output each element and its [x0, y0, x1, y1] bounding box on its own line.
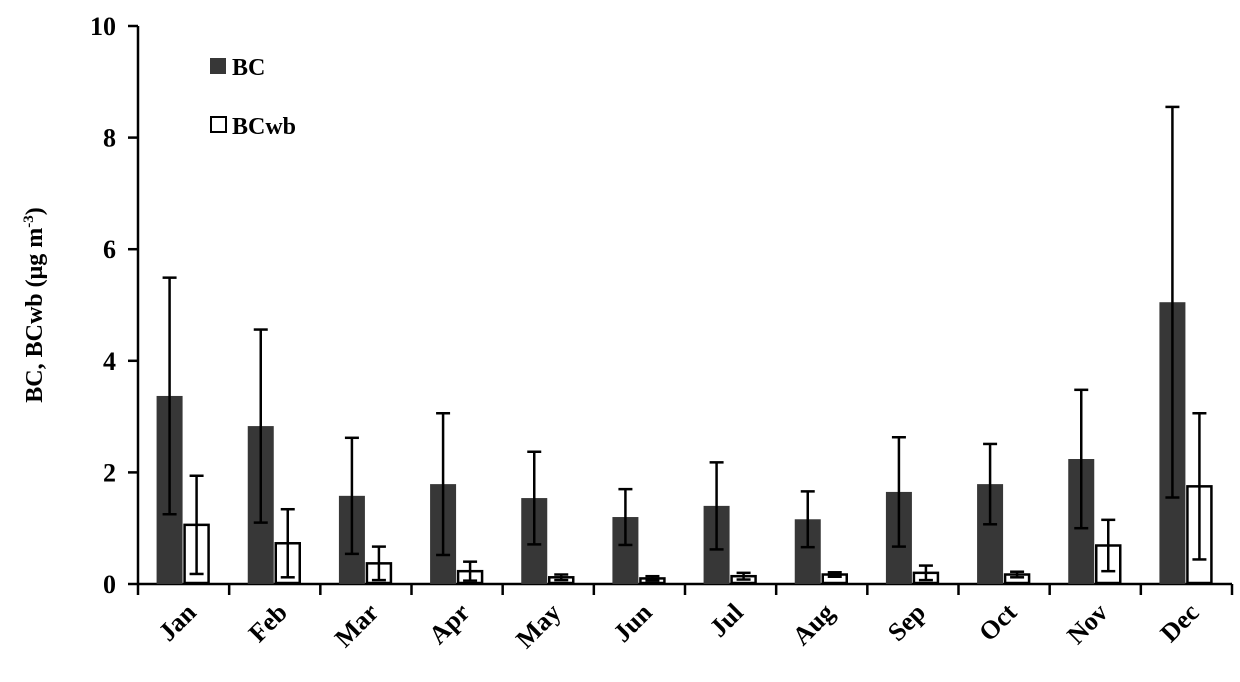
legend: BC BCwb — [210, 55, 296, 140]
y-tick-label: 6 — [103, 235, 116, 264]
y-axis-label-main: BC, BCwb (μg m — [22, 228, 48, 403]
legend-swatch-bcwb — [210, 116, 227, 133]
x-tick-label: Apr — [423, 598, 475, 650]
x-tick-label: Oct — [973, 597, 1022, 646]
y-tick-label: 0 — [103, 570, 116, 599]
y-axis-label-close: ) — [22, 207, 48, 215]
x-tick-label: Mar — [329, 598, 384, 653]
axes — [128, 24, 1234, 595]
y-tick-label: 8 — [103, 124, 116, 153]
legend-label-bcwb: BCwb — [232, 114, 296, 140]
x-tick-label: Dec — [1155, 598, 1205, 648]
x-tick-label: Feb — [243, 598, 293, 648]
x-tick-label: May — [510, 598, 566, 654]
y-axis-label: BC, BCwb (μg m-3) — [21, 207, 48, 402]
x-tick-label: Jul — [704, 598, 749, 643]
x-tick-label: Sep — [882, 598, 931, 647]
x-tick-label: Nov — [1061, 598, 1113, 650]
legend-swatch-bc — [210, 58, 226, 74]
y-tick-label: 4 — [103, 347, 116, 376]
x-tick-label: Aug — [787, 598, 840, 651]
legend-label-bc: BC — [232, 55, 265, 81]
y-axis-label-sup: -3 — [21, 215, 37, 228]
y-tick-label: 10 — [90, 12, 116, 41]
y-tick-label: 2 — [103, 458, 116, 487]
x-tick-label: Jan — [153, 597, 202, 646]
bars — [156, 105, 1213, 585]
x-tick-label: Jun — [608, 597, 659, 648]
